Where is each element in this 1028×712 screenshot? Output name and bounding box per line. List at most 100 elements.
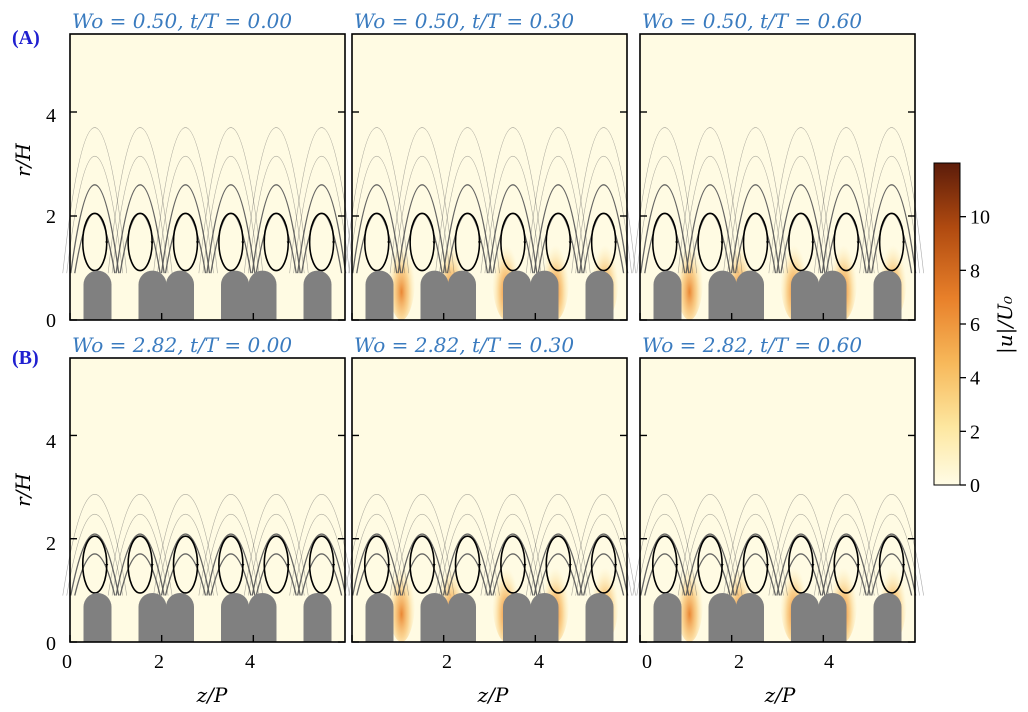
streamline (243, 494, 309, 596)
streamline (632, 494, 698, 596)
streamline (727, 513, 784, 596)
streamline (866, 533, 917, 596)
streamline (352, 533, 402, 596)
obstacle (873, 270, 902, 320)
streamline (525, 494, 591, 596)
panel-title-a-3: Wo = 0.50, t/T = 0.60 (642, 9, 862, 33)
panel-title-a-1: Wo = 0.50, t/T = 0.00 (72, 9, 292, 33)
obstacle (708, 592, 737, 642)
colorbar-tick-10: 10 (970, 207, 990, 229)
panel-frame (69, 33, 346, 321)
obstacle (585, 270, 614, 320)
streamline (446, 553, 489, 596)
y-axis-label-top: r/H (11, 143, 35, 177)
streamline (870, 553, 913, 596)
y-axis-label-bottom: r/H (11, 473, 35, 507)
y-tick-b-4: 4 (46, 431, 56, 453)
obstacle (503, 270, 531, 320)
streamline (575, 513, 632, 596)
streamline (723, 494, 788, 596)
y-tick-a-4: 4 (46, 105, 56, 127)
streamline (640, 533, 690, 596)
panel-frame (639, 357, 916, 643)
obstacle (448, 270, 476, 320)
streamline (533, 533, 583, 596)
obstacle (248, 592, 277, 642)
streamline (529, 513, 587, 596)
panel-a-1: Wo = 0.50, t/T = 0.00 (62, 9, 354, 321)
streamline (107, 494, 173, 596)
streamline (435, 494, 500, 596)
colorbar-tick-2: 2 (970, 421, 980, 443)
x-tick-p3-4: 4 (824, 651, 834, 673)
streamline (442, 533, 493, 596)
y-tick-b-0: 0 (46, 633, 56, 655)
streamline (689, 553, 731, 596)
x-axis-label-2: z/P (477, 683, 509, 707)
jet-region (387, 226, 416, 320)
panel-frame (351, 33, 628, 321)
streamline (492, 553, 534, 596)
streamline (817, 513, 875, 596)
obstacle (585, 592, 614, 642)
obstacle (530, 592, 559, 642)
colorbar-tick-0: 0 (970, 475, 980, 497)
panel-frame (69, 357, 346, 643)
colorbar-gradient (933, 162, 961, 486)
panel-title-b-3: Wo = 2.82, t/T = 0.60 (642, 333, 862, 357)
streamline (578, 184, 629, 274)
obstacle (503, 592, 531, 642)
streamline (734, 553, 777, 596)
streamline (537, 553, 579, 596)
streamline (111, 513, 169, 596)
streamline (488, 533, 538, 596)
obstacle (818, 592, 847, 642)
streamline (348, 513, 406, 596)
x-axis-label-3: z/P (764, 683, 796, 707)
obstacle (420, 592, 449, 642)
streamline (70, 533, 120, 596)
streamline (578, 533, 629, 596)
panel-title-b-2: Wo = 2.82, t/T = 0.30 (354, 333, 574, 357)
streamline (119, 553, 161, 596)
streamline (389, 494, 455, 596)
streamline (293, 513, 350, 596)
streamline (480, 494, 546, 596)
panel-frame (351, 357, 628, 643)
x-tick-p1-0: 0 (62, 651, 72, 673)
streamline (863, 513, 920, 596)
streamline (401, 553, 443, 596)
panel-b-3: Wo = 2.82, t/T = 0.60 (632, 333, 924, 643)
streamline (582, 553, 625, 596)
x-tick-p1-4: 4 (245, 651, 255, 673)
streamline (202, 513, 260, 596)
jet-region (675, 226, 704, 320)
streamline (153, 494, 218, 596)
streamline (296, 184, 347, 274)
x-tick-p2-4: 4 (534, 651, 544, 673)
streamline (780, 553, 822, 596)
streamline (74, 553, 116, 596)
streamline (644, 553, 686, 596)
streamline (768, 494, 834, 596)
obstacle (248, 270, 277, 320)
obstacle (83, 592, 112, 642)
streamline (439, 513, 496, 596)
colorbar-label: |u|/U₀ (993, 296, 1018, 354)
streamline (255, 553, 297, 596)
y-tick-a-0: 0 (46, 310, 56, 332)
streamline (251, 533, 301, 596)
streamline (160, 533, 211, 596)
obstacle (166, 592, 194, 642)
obstacle (818, 270, 847, 320)
obstacle (653, 270, 682, 320)
panel-background (70, 34, 345, 320)
obstacle (420, 270, 449, 320)
obstacle (736, 592, 764, 642)
x-tick-p3-0: 0 (642, 651, 652, 673)
streamline (296, 533, 347, 596)
panel-background (70, 358, 345, 642)
x-tick-p2-2: 2 (442, 651, 452, 673)
obstacle (221, 270, 249, 320)
